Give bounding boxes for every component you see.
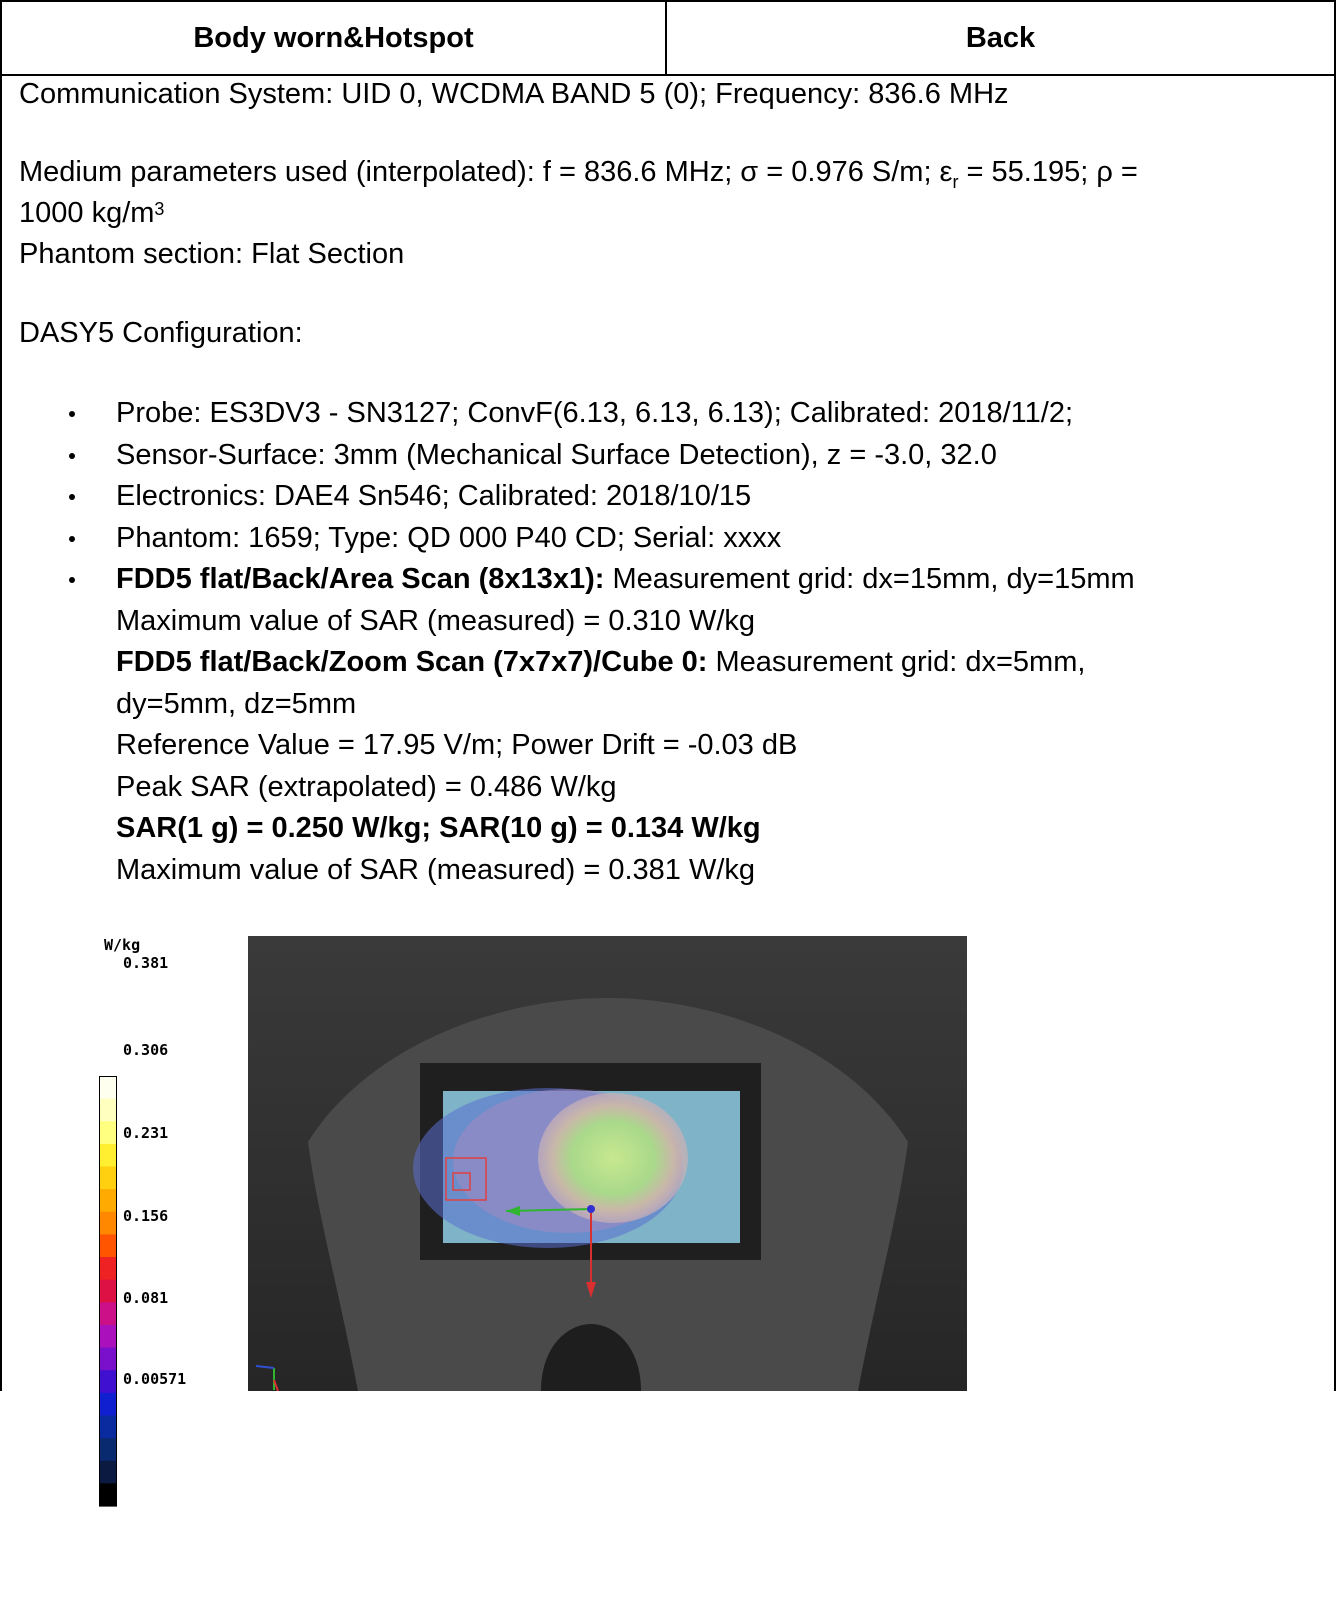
configuration-list: Probe: ES3DV3 - SN3127; ConvF(6.13, 6.13… (0, 393, 1135, 891)
medium-line1-prefix: Medium parameters used (interpolated): f… (19, 156, 953, 188)
document-frame: Body worn&Hotspot Back (0, 0, 1336, 1391)
legend-swatch (99, 1257, 117, 1281)
epsilon-subscript: r (952, 171, 959, 192)
medium-density-line: 1000 kg/m3 (19, 193, 164, 233)
medium-line2-prefix: 1000 kg/m (19, 197, 155, 229)
peak-sar: Peak SAR (extrapolated) = 0.486 W/kg (116, 770, 617, 803)
config-item-electronics: Electronics: DAE4 Sn546; Calibrated: 201… (0, 476, 1135, 518)
legend-swatch (99, 1347, 117, 1371)
legend-label-5: 0.081 (123, 1289, 169, 1307)
legend-swatch (99, 1415, 117, 1439)
sar-result: SAR(1 g) = 0.250 W/kg; SAR(10 g) = 0.134… (116, 812, 761, 844)
medium-parameters-line: Medium parameters used (interpolated): f… (19, 152, 1138, 202)
zoom-scan-max: Maximum value of SAR (measured) = 0.381 … (116, 853, 756, 886)
axis-red-arrow (586, 1282, 596, 1298)
zoom-scan-title: FDD5 flat/Back/Zoom Scan (7x7x7)/Cube 0: (116, 646, 708, 678)
axis-green (505, 1208, 592, 1212)
config-item-scan-results: FDD5 flat/Back/Area Scan (8x13x1): Measu… (0, 559, 1135, 891)
legend-swatch (99, 1370, 117, 1394)
config-item-sensor-surface: Sensor-Surface: 3mm (Mechanical Surface … (0, 435, 1135, 477)
phantom-cutout (541, 1324, 641, 1391)
legend-color-bar (99, 1076, 117, 1507)
legend-swatch (99, 1076, 117, 1100)
area-scan-max: Maximum value of SAR (measured) = 0.310 … (116, 604, 756, 637)
reference-value: Reference Value = 17.95 V/m; Power Drift… (116, 729, 798, 761)
legend-swatch (99, 1438, 117, 1462)
config-item-phantom: Phantom: 1659; Type: QD 000 P40 CD; Seri… (0, 518, 1135, 560)
area-scan-grid: Measurement grid: dx=15mm, dy=15mm (604, 563, 1135, 595)
phantom-section-line: Phantom section: Flat Section (19, 238, 405, 270)
sar-color-legend: W/kg 0.381 0.306 0.231 0.156 0.081 0.005… (95, 936, 235, 1507)
legend-swatch (99, 1189, 117, 1213)
legend-label-max: 0.381 (123, 954, 169, 972)
zoom-cube-outer (445, 1157, 487, 1201)
legend-swatch (99, 1121, 117, 1145)
sar-distribution-plot (248, 936, 967, 1391)
legend-swatch (99, 1143, 117, 1168)
zoom-scan-grid-continued: dy=5mm, dz=5mm (116, 687, 357, 720)
medium-line1-suffix: = 55.195; ρ = (958, 156, 1138, 188)
corner-axis-x (255, 1365, 275, 1369)
header-cell-side: Back (965, 21, 1036, 54)
legend-label-min: 0.00571 (123, 1370, 187, 1388)
config-item-probe: Probe: ES3DV3 - SN3127; ConvF(6.13, 6.13… (0, 393, 1135, 435)
legend-label-3: 0.231 (123, 1124, 169, 1142)
legend-label-4: 0.156 (123, 1207, 169, 1225)
corner-axis-z (273, 1379, 279, 1391)
dasy-config-heading: DASY5 Configuration: (19, 317, 303, 349)
legend-swatch (99, 1483, 117, 1507)
zoom-scan-line: FDD5 flat/Back/Zoom Scan (7x7x7)/Cube 0:… (116, 642, 1135, 684)
table-header-row: Body worn&Hotspot Back (2, 2, 1334, 76)
legend-swatch (99, 1234, 117, 1258)
axis-green-arrow (506, 1206, 520, 1216)
zoom-scan-grid: Measurement grid: dx=5mm, (707, 646, 1086, 678)
legend-label-2: 0.306 (123, 1041, 169, 1059)
zoom-cube-inner (452, 1172, 471, 1191)
area-scan-title: FDD5 flat/Back/Area Scan (8x13x1): (116, 563, 605, 595)
legend-swatch (99, 1211, 117, 1236)
legend-swatch (99, 1098, 117, 1122)
communication-system-line: Communication System: UID 0, WCDMA BAND … (19, 78, 1009, 110)
legend-swatch (99, 1302, 117, 1326)
header-cell-position: Body worn&Hotspot (2, 2, 667, 74)
axis-origin (587, 1205, 595, 1213)
legend-swatch (99, 1279, 117, 1303)
cubic-superscript: 3 (154, 199, 165, 219)
legend-swatch (99, 1460, 117, 1484)
legend-swatch (99, 1166, 117, 1190)
area-scan-line: FDD5 flat/Back/Area Scan (8x13x1): Measu… (116, 559, 1135, 601)
legend-swatch (99, 1392, 117, 1417)
legend-unit: W/kg (104, 936, 141, 954)
legend-swatch (99, 1324, 117, 1349)
field-hotspot (538, 1093, 688, 1223)
